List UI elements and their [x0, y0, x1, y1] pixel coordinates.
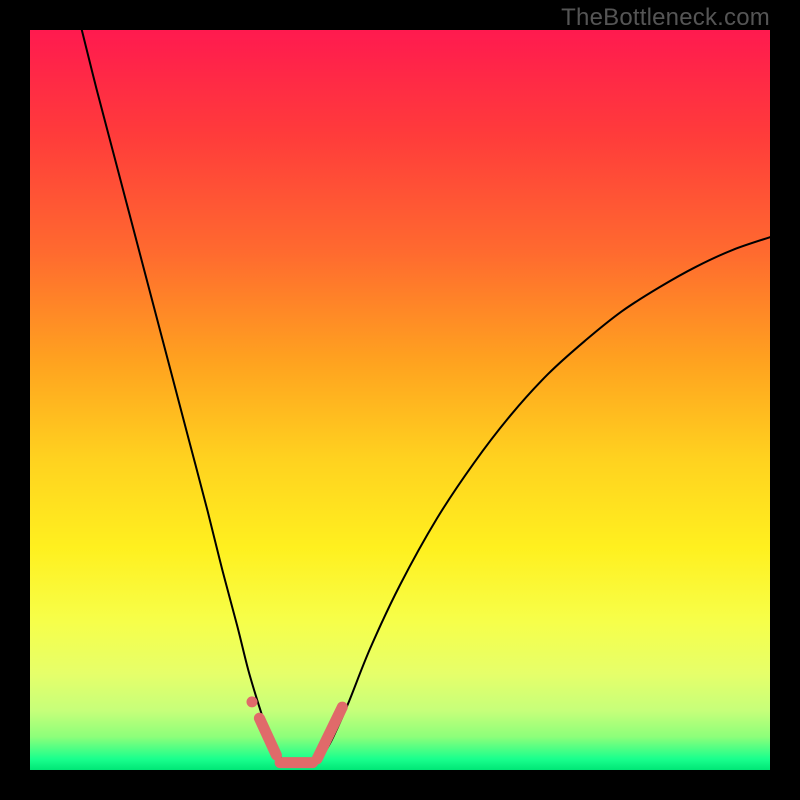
plot-area	[30, 30, 770, 770]
gradient-background	[30, 30, 770, 770]
chart-frame: TheBottleneck.com	[0, 0, 800, 800]
watermark-text: TheBottleneck.com	[561, 4, 770, 32]
highlight-dot	[247, 696, 258, 707]
chart-svg	[30, 30, 770, 770]
